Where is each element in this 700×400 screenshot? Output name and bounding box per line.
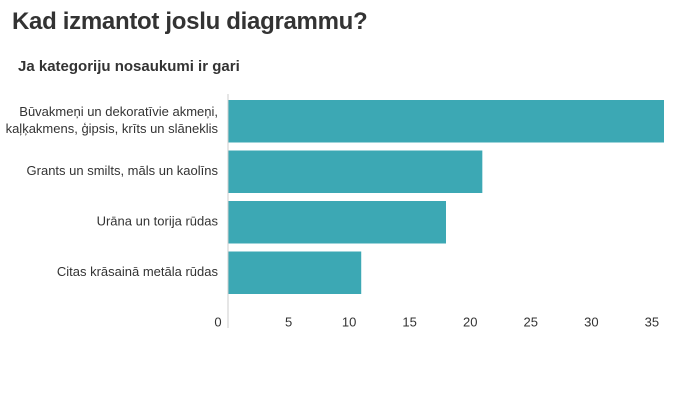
x-tick-label-15: 15 [402,314,416,329]
category-label-2: Grants un smilts, māls un kaolīns [27,163,219,178]
x-tick-label-10: 10 [342,314,356,329]
chart-subtitle: Ja kategoriju nosaukumi ir gari [18,58,240,75]
page-title: Kad izmantot joslu diagrammu? [12,8,368,35]
bar-2 [228,150,483,193]
bar-3 [228,201,446,244]
x-tick-label-0: 0 [214,314,221,329]
x-tick-label-30: 30 [584,314,598,329]
x-tick-label-25: 25 [524,314,538,329]
category-label-3: Urāna un torija rūdas [97,214,219,229]
category-label-1-line-2: kaļķakmens, ģipsis, krīts un slāneklis [6,121,219,136]
category-label-1-line-1: Būvakmeņi un dekoratīvie akmeņi, [19,104,218,119]
x-tick-label-20: 20 [463,314,477,329]
x-tick-label-35: 35 [645,314,659,329]
bar-1 [228,100,664,143]
x-tick-labels: 0 5 10 15 20 25 30 35 [214,314,659,329]
x-tick-label-5: 5 [285,314,292,329]
category-labels: Būvakmeņi un dekoratīvie akmeņi, kaļķakme… [6,104,219,279]
bar-4 [228,251,362,294]
bars-group [228,100,664,294]
category-label-4: Citas krāsainā metāla rūdas [57,264,219,279]
